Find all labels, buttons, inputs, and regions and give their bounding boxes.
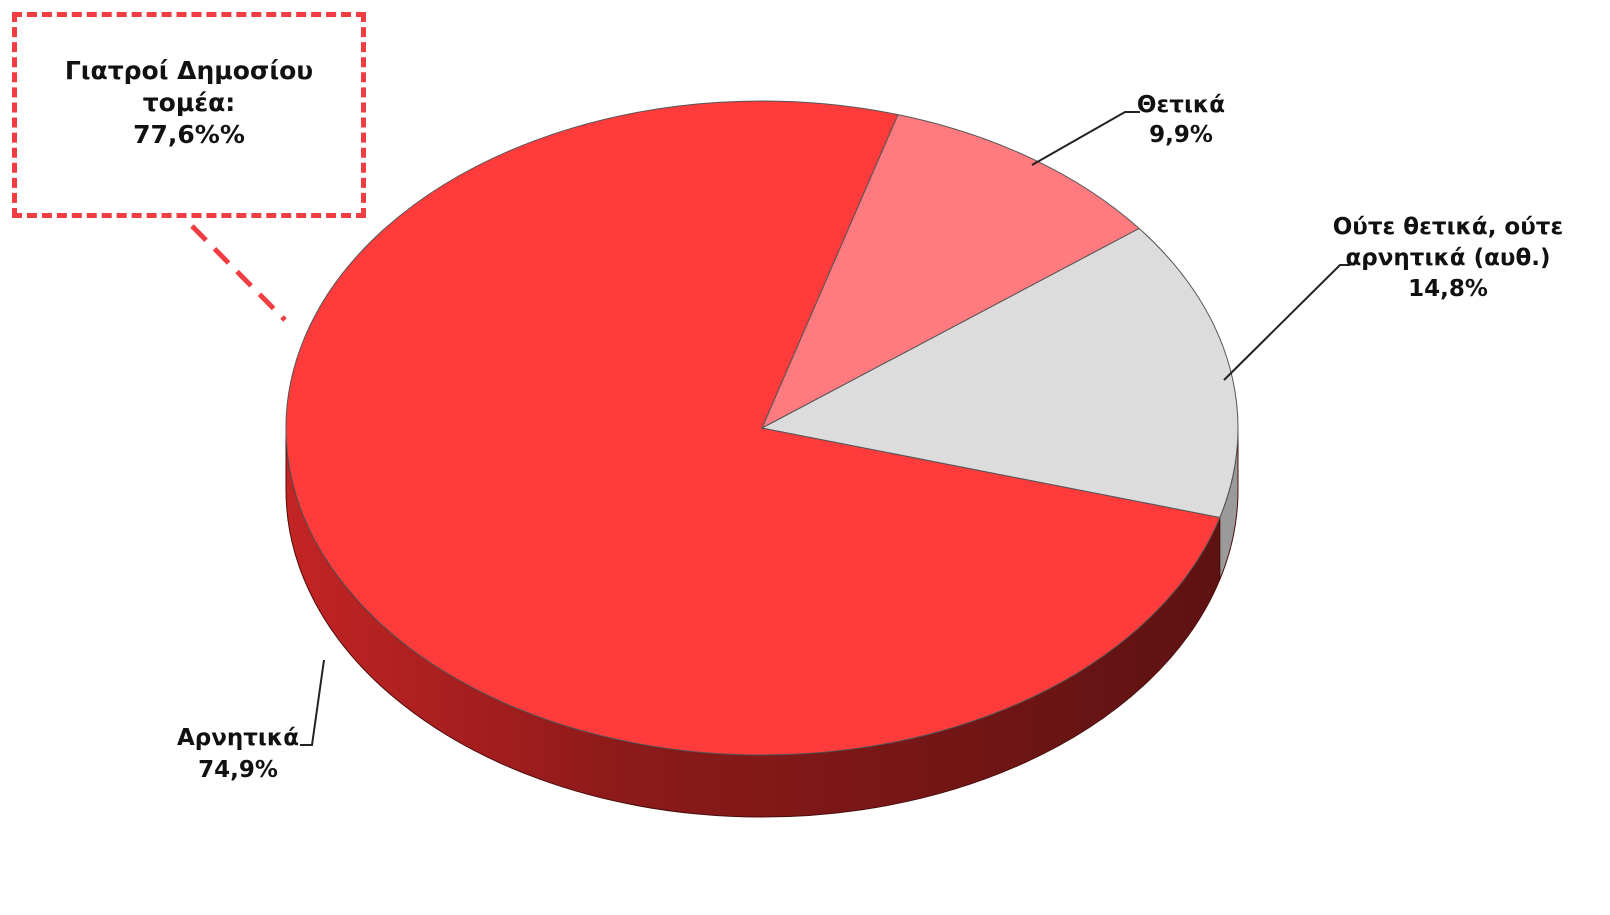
label-positive-name: Θετικά	[1137, 92, 1225, 118]
callout-line-3: 77,6%%	[133, 120, 245, 149]
label-neutral-name-line-2: αρνητικά (αυθ.)	[1346, 245, 1551, 271]
slice-labels: Θετικά 9,9% Ούτε θετικά, ούτε αρνητικά (αυθ…	[177, 92, 1563, 783]
pie-slices	[285, 100, 1239, 756]
callout-box: Γιατροί Δημοσίου τομέα: 77,6%%	[12, 12, 366, 218]
callout-line-1: Γιατροί Δημοσίου	[64, 56, 314, 85]
callout-pointer	[190, 224, 287, 322]
callout-line-2: τομέα:	[142, 88, 236, 117]
label-positive-value: 9,9%	[1149, 122, 1213, 148]
label-neutral-name-line-1: Ούτε θετικά, ούτε	[1333, 214, 1564, 240]
pie-slice-positive	[760, 114, 1140, 430]
pie-slice-negative	[285, 100, 1221, 756]
label-neutral-value: 14,8%	[1408, 276, 1488, 302]
leader-line-negative	[300, 659, 325, 746]
leader-lines	[300, 111, 1350, 746]
callout-text: Γιατροί Δημοσίου τομέα: 77,6%%	[17, 55, 361, 151]
leader-line-neutral	[1223, 264, 1350, 381]
pie-slice-neutral	[760, 227, 1239, 519]
leader-line-positive	[1031, 111, 1140, 166]
label-negative-name: Αρνητικά	[177, 725, 299, 751]
label-negative-value: 74,9%	[198, 757, 278, 783]
